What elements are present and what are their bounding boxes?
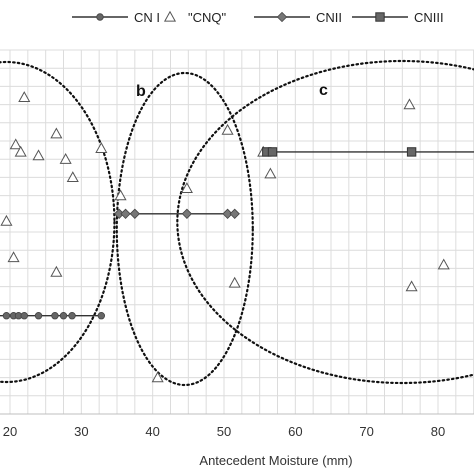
data-point: [406, 147, 417, 157]
legend-item: CNIII: [352, 10, 444, 25]
x-tick-label: 50: [217, 424, 231, 439]
data-point: [405, 280, 418, 292]
legend-label: "CNQ": [188, 10, 227, 25]
data-point: [95, 142, 108, 153]
x-tick-label: 70: [359, 424, 373, 439]
data-point: [181, 208, 193, 219]
data-point: [120, 208, 131, 219]
data-point: [129, 208, 140, 219]
legend-marker: [163, 10, 177, 22]
data-point: [180, 182, 193, 193]
data-point: [20, 312, 28, 320]
data-point: [403, 98, 416, 110]
legend-item: "CNQ": [163, 10, 227, 25]
x-tick-label: 20: [3, 424, 17, 439]
data-point: [51, 312, 59, 320]
x-tick-label: 30: [74, 424, 88, 439]
axes: 20 30 40 50 60 70 80: [0, 413, 474, 439]
data-point: [32, 149, 45, 161]
data-point: [9, 138, 22, 150]
data-point: [50, 127, 63, 139]
data-point: [229, 208, 240, 219]
x-axis-title: Antecedent Moisture (mm): [199, 453, 352, 468]
x-tick-label: 80: [431, 424, 445, 439]
data-series: [0, 91, 474, 383]
legend-label: CNIII: [414, 10, 444, 25]
data-point: [114, 189, 127, 201]
data-point: [228, 276, 241, 288]
legend-marker: [96, 13, 104, 21]
legend-label: CNII: [316, 10, 342, 25]
legend-item: CN I: [72, 10, 160, 25]
legend-label: CN I: [134, 10, 160, 25]
data-point: [59, 312, 68, 320]
data-point: [2, 312, 11, 320]
legend-item: CNII: [254, 10, 342, 25]
data-point: [264, 167, 277, 179]
series-0: [0, 312, 106, 320]
data-point: [50, 265, 63, 277]
data-point: [68, 312, 76, 320]
legend-marker: [276, 11, 288, 23]
data-point: [14, 145, 27, 157]
data-point: [18, 91, 31, 102]
legend: CN I "CNQ" CNII CNIII: [72, 10, 444, 25]
series-1: [0, 91, 450, 383]
x-tick-label: 40: [145, 424, 159, 439]
zone-label-b: b: [136, 83, 146, 100]
legend-marker: [375, 12, 385, 22]
data-point: [34, 312, 43, 320]
x-tick-label: 60: [288, 424, 302, 439]
data-point: [7, 251, 20, 263]
data-point: [222, 208, 233, 219]
zone-a-ellipse: [0, 60, 116, 384]
data-point: [221, 123, 234, 135]
series-2: [113, 208, 240, 219]
zone-label-c: c: [319, 82, 328, 99]
data-point: [267, 147, 278, 157]
data-point: [66, 171, 79, 183]
zone-b-ellipse: [115, 71, 254, 387]
data-point: [97, 312, 106, 320]
data-point: [59, 152, 72, 164]
data-point: [151, 371, 164, 383]
data-point: [437, 258, 450, 270]
data-point: [0, 214, 13, 226]
series-3: [262, 147, 474, 157]
grid: [0, 49, 474, 415]
zone-c-ellipse: [176, 59, 474, 385]
